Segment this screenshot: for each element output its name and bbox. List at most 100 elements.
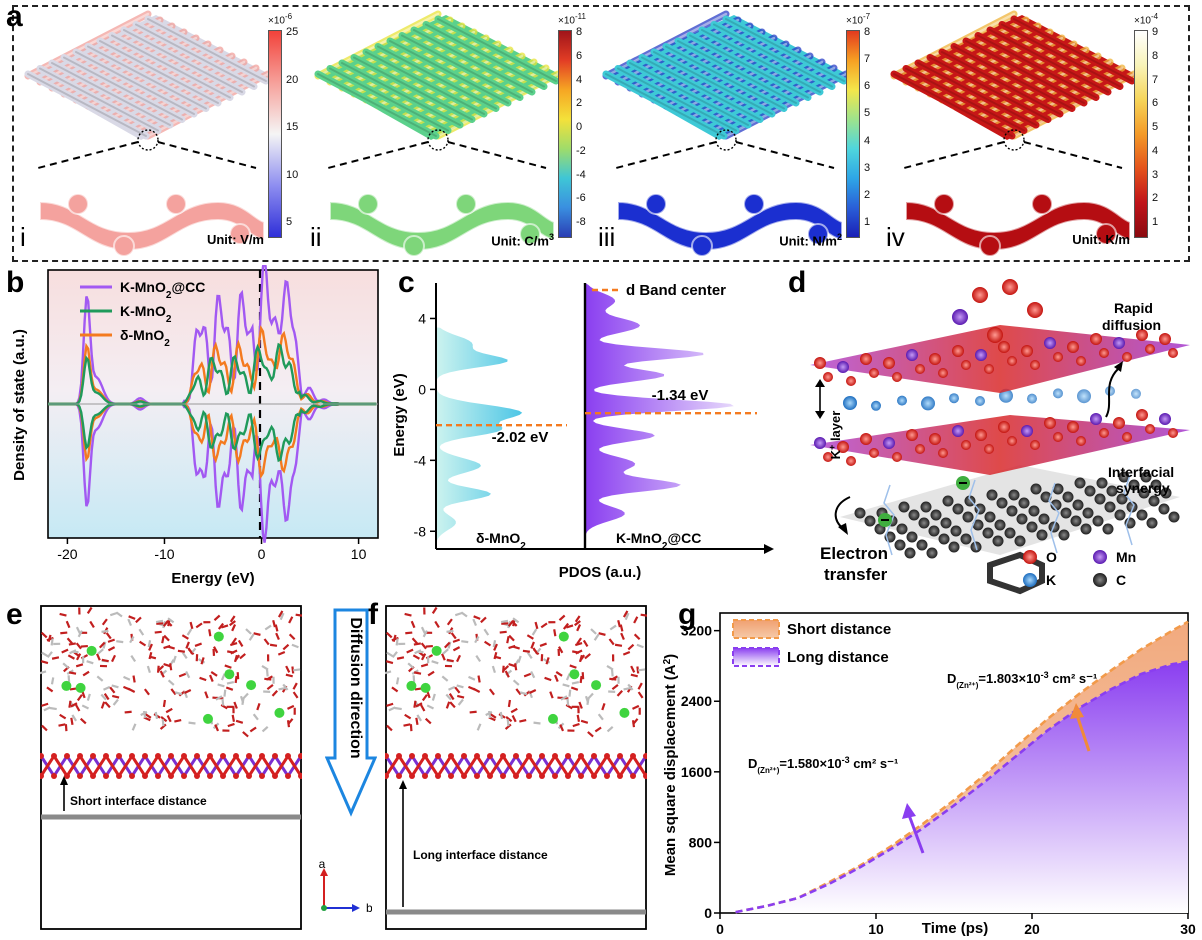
water-molecule xyxy=(394,706,402,711)
water-molecule xyxy=(385,660,394,665)
fabric-iii xyxy=(602,10,850,257)
left-band-center-label: -2.02 eV xyxy=(492,429,549,446)
o-atom xyxy=(90,773,96,779)
o-atom xyxy=(474,773,480,779)
water-molecule xyxy=(637,691,644,699)
carbon-atom xyxy=(948,541,960,553)
water-molecule xyxy=(41,702,49,707)
o-atom xyxy=(129,753,135,759)
colorbar-tick: 1 xyxy=(1152,216,1159,228)
o-atom xyxy=(513,773,519,779)
water-molecule xyxy=(528,689,537,695)
water-molecule xyxy=(454,686,461,694)
carbon-atom xyxy=(1114,509,1126,521)
colorbar-tick: 9 xyxy=(1152,26,1159,38)
electron-transfer-arrowhead xyxy=(838,523,848,535)
atom xyxy=(952,309,968,325)
panel-label-f: f xyxy=(368,598,378,631)
water-molecule xyxy=(519,691,528,696)
water-molecule xyxy=(631,720,636,728)
carbon-atom xyxy=(894,539,906,551)
legend-atom-label: C xyxy=(1116,572,1126,588)
o-atom xyxy=(435,753,441,759)
rapid-diffusion-arrowhead xyxy=(1114,361,1123,372)
water-molecule xyxy=(165,620,173,627)
water-molecule xyxy=(103,693,110,701)
o-atom xyxy=(385,753,389,759)
water-molecule xyxy=(576,637,582,645)
water-molecule xyxy=(514,663,518,671)
atom xyxy=(814,437,826,449)
o-atom xyxy=(168,753,174,759)
carbon-atom xyxy=(1004,527,1016,539)
colorbar-tick: 0 xyxy=(576,121,583,133)
colorbar-tick: 5 xyxy=(1152,121,1159,133)
panel-g-ytick: 0 xyxy=(704,905,712,921)
water-molecule xyxy=(40,670,47,675)
colorbar-tick: 8 xyxy=(1152,49,1159,62)
water-molecule xyxy=(167,679,175,686)
water-molecule xyxy=(576,624,582,632)
zn-ion xyxy=(224,669,235,680)
water-molecule xyxy=(217,683,225,688)
water-molecule xyxy=(512,617,520,624)
fabric-iv xyxy=(890,10,1138,257)
water-molecule xyxy=(266,684,274,691)
water-molecule xyxy=(590,628,597,635)
water-molecule xyxy=(499,711,504,720)
o-atom xyxy=(90,753,96,759)
colorbar-tick: 4 xyxy=(864,134,871,147)
water-molecule xyxy=(517,655,522,663)
water-molecule xyxy=(161,636,165,644)
water-molecule xyxy=(488,688,495,696)
carbon-atom xyxy=(1084,485,1096,497)
pdos-shapes xyxy=(436,283,734,549)
o-atom xyxy=(578,753,584,759)
long-interface-label: Long interface distance xyxy=(413,848,548,862)
water-molecule xyxy=(474,635,480,644)
panel-b-xtick: -10 xyxy=(154,546,174,562)
o-atom xyxy=(64,773,70,779)
carbon-atom xyxy=(1140,471,1152,483)
panel-c-ytick: 0 xyxy=(418,381,426,397)
water-molecule xyxy=(248,633,255,641)
o-atom xyxy=(246,773,252,779)
interfacial-synergy-label-1: Interfacial xyxy=(1108,464,1174,480)
colorbar-tick: 7 xyxy=(864,53,871,66)
panel-g-ytick: 800 xyxy=(689,834,713,850)
water-molecule xyxy=(131,723,137,731)
subpanel-a-ii: ii Unit: C/m3 ×10-11 8 6 4 2 0 -2 -4 -6 -8 xyxy=(308,10,598,258)
carbon-atom xyxy=(1072,499,1084,511)
water-molecule xyxy=(49,706,57,711)
o-atom xyxy=(552,773,558,779)
water-molecule xyxy=(249,726,257,733)
legend-entry: K-MnO2@CC xyxy=(120,279,205,301)
zn-ion xyxy=(547,713,558,724)
carbon-atom xyxy=(974,503,986,515)
legend-swatch xyxy=(732,647,780,667)
carbon-atom xyxy=(962,511,974,523)
water-molecule xyxy=(515,688,522,696)
atom xyxy=(869,448,879,458)
water-molecule xyxy=(75,704,81,712)
water-molecule xyxy=(601,703,606,711)
o-atom xyxy=(422,753,428,759)
water-molecule xyxy=(174,691,183,696)
water-molecule xyxy=(242,731,249,738)
water-molecule xyxy=(75,642,82,650)
water-molecule xyxy=(79,717,87,725)
water-molecule xyxy=(504,670,510,678)
carbon-atom xyxy=(1028,505,1040,517)
atom xyxy=(1113,417,1125,429)
o-atom xyxy=(448,773,454,779)
water-molecule xyxy=(475,655,482,663)
water-molecule xyxy=(208,629,212,637)
colorbar-tick: 25 xyxy=(286,26,299,38)
water-molecule xyxy=(157,665,165,672)
atom xyxy=(1053,352,1063,362)
colorbar-tick: 6 xyxy=(864,80,871,93)
o-atom xyxy=(591,773,597,779)
water-molecule xyxy=(480,616,487,624)
water-molecule xyxy=(637,682,643,690)
carbon-atom xyxy=(960,533,972,545)
